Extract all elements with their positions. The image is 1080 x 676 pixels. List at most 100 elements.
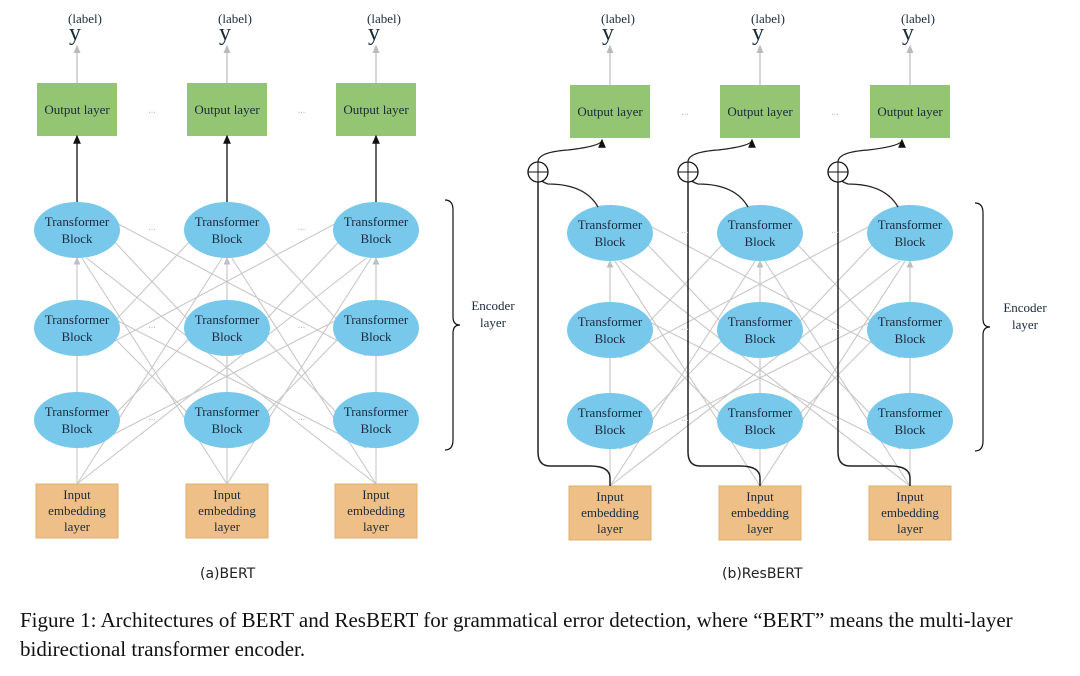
transformer-block-label: Block: [360, 231, 392, 246]
transformer-block-label: Transformer: [195, 214, 260, 229]
output-layer-box: [720, 85, 800, 138]
transformer-block-label: Transformer: [878, 217, 943, 232]
transformer-block-label: Block: [594, 422, 626, 437]
y-label: y: [602, 20, 614, 46]
output-layer-box: [570, 85, 650, 138]
ellipsis-separator: ...: [681, 107, 689, 118]
transformer-block-label: Block: [360, 421, 392, 436]
input-embedding-label: Input: [213, 487, 241, 502]
connector-line: [76, 257, 367, 485]
connector-line: [609, 260, 901, 487]
transformer-block-label: Transformer: [578, 405, 643, 420]
transformer-block-label: Block: [894, 422, 926, 437]
input-embedding-box: [568, 485, 652, 541]
transformer-block-label: Block: [744, 331, 776, 346]
subtitle-resbert: (b)ResBERT: [722, 566, 803, 582]
transformer-block: [717, 393, 803, 449]
y-label-superscript: (label): [751, 11, 785, 26]
y-label: y: [902, 20, 914, 46]
input-embedding-label: layer: [897, 521, 924, 536]
transformer-block-label: Transformer: [878, 314, 943, 329]
input-embedding-label: embedding: [581, 505, 639, 520]
figure-caption: Figure 1: Architectures of BERT and ResB…: [20, 608, 1013, 661]
connector-line: [609, 301, 901, 450]
y-label: y: [219, 20, 231, 46]
transformer-block-label: Block: [211, 421, 243, 436]
connector-line: [231, 257, 377, 485]
input-embedding-label: layer: [363, 519, 390, 534]
input-embedding-label: layer: [597, 521, 624, 536]
ellipsis-separator: ...: [148, 412, 156, 423]
connector-line: [759, 260, 906, 487]
ellipsis-separator: ...: [148, 105, 156, 116]
transformer-block: [34, 392, 120, 448]
encoder-label: Encoder: [1003, 300, 1047, 315]
transformer-block: [333, 300, 419, 356]
transformer-block: [567, 302, 653, 358]
connector-line: [86, 299, 377, 449]
input-embedding-label: embedding: [881, 505, 939, 520]
y-label: y: [752, 20, 764, 46]
connector-line: [619, 204, 911, 359]
transformer-block-label: Block: [594, 331, 626, 346]
transformer-block-label: Transformer: [728, 314, 793, 329]
ellipsis-separator: ...: [831, 322, 839, 333]
ellipsis-separator: ...: [298, 105, 306, 116]
transformer-block: [184, 392, 270, 448]
transformer-block-label: Transformer: [728, 405, 793, 420]
input-embedding-label: embedding: [198, 503, 256, 518]
transformer-block: [867, 302, 953, 358]
encoder-label: Encoder: [471, 298, 515, 313]
input-embedding-box: [718, 485, 802, 541]
sum-to-output-path: [537, 138, 606, 163]
connector-line: [619, 301, 911, 450]
transformer-block-label: Transformer: [45, 404, 110, 419]
transformer-block: [717, 205, 803, 261]
transformer-block: [184, 202, 270, 258]
output-layer-label: Output layer: [877, 104, 943, 119]
diagram-bert: [34, 44, 461, 539]
ellipsis-separator: ...: [298, 320, 306, 331]
input-embedding-label: Input: [896, 489, 924, 504]
transformer-block-label: Block: [594, 234, 626, 249]
ellipsis-separator: ...: [148, 320, 156, 331]
ellipsis-separator: ...: [681, 413, 689, 424]
transformer-block: [867, 393, 953, 449]
transformer-block-label: Transformer: [578, 314, 643, 329]
transformer-block: [184, 300, 270, 356]
transformer-block: [717, 302, 803, 358]
ellipsis-separator: ...: [681, 322, 689, 333]
transformer-block: [333, 202, 419, 258]
diagram-resbert: [527, 44, 991, 541]
figure-diagram: y(label)Output layerTransformerBlockTran…: [34, 11, 1047, 541]
transformer-block-label: Block: [211, 231, 243, 246]
output-layer-box: [870, 85, 950, 138]
transformer-block: [867, 205, 953, 261]
input-embedding-box: [185, 483, 269, 539]
output-layer-box: [187, 83, 267, 136]
transformer-block-label: Block: [894, 331, 926, 346]
ellipsis-separator: ...: [831, 413, 839, 424]
output-layer-label: Output layer: [727, 104, 793, 119]
y-label-superscript: (label): [218, 11, 252, 26]
connector-line: [81, 257, 228, 485]
transformer-block-label: Transformer: [195, 312, 260, 327]
transformer-block-label: Block: [744, 422, 776, 437]
connector-line: [86, 201, 377, 357]
connector-line: [609, 204, 901, 359]
y-label-superscript: (label): [367, 11, 401, 26]
input-embedding-label: embedding: [347, 503, 405, 518]
transformer-block-label: Block: [360, 329, 392, 344]
residual-connection: [837, 182, 911, 486]
transformer-block: [567, 393, 653, 449]
sum-to-output-path: [837, 138, 906, 163]
encoder-label: layer: [1012, 317, 1039, 332]
transformer-block: [34, 202, 120, 258]
transformer-block-label: Transformer: [45, 214, 110, 229]
ellipsis-separator: ...: [831, 225, 839, 236]
connector-line: [76, 201, 367, 357]
ellipsis-separator: ...: [148, 222, 156, 233]
input-embedding-box: [868, 485, 952, 541]
connector-line: [226, 257, 372, 485]
transformer-block-label: Transformer: [728, 217, 793, 232]
